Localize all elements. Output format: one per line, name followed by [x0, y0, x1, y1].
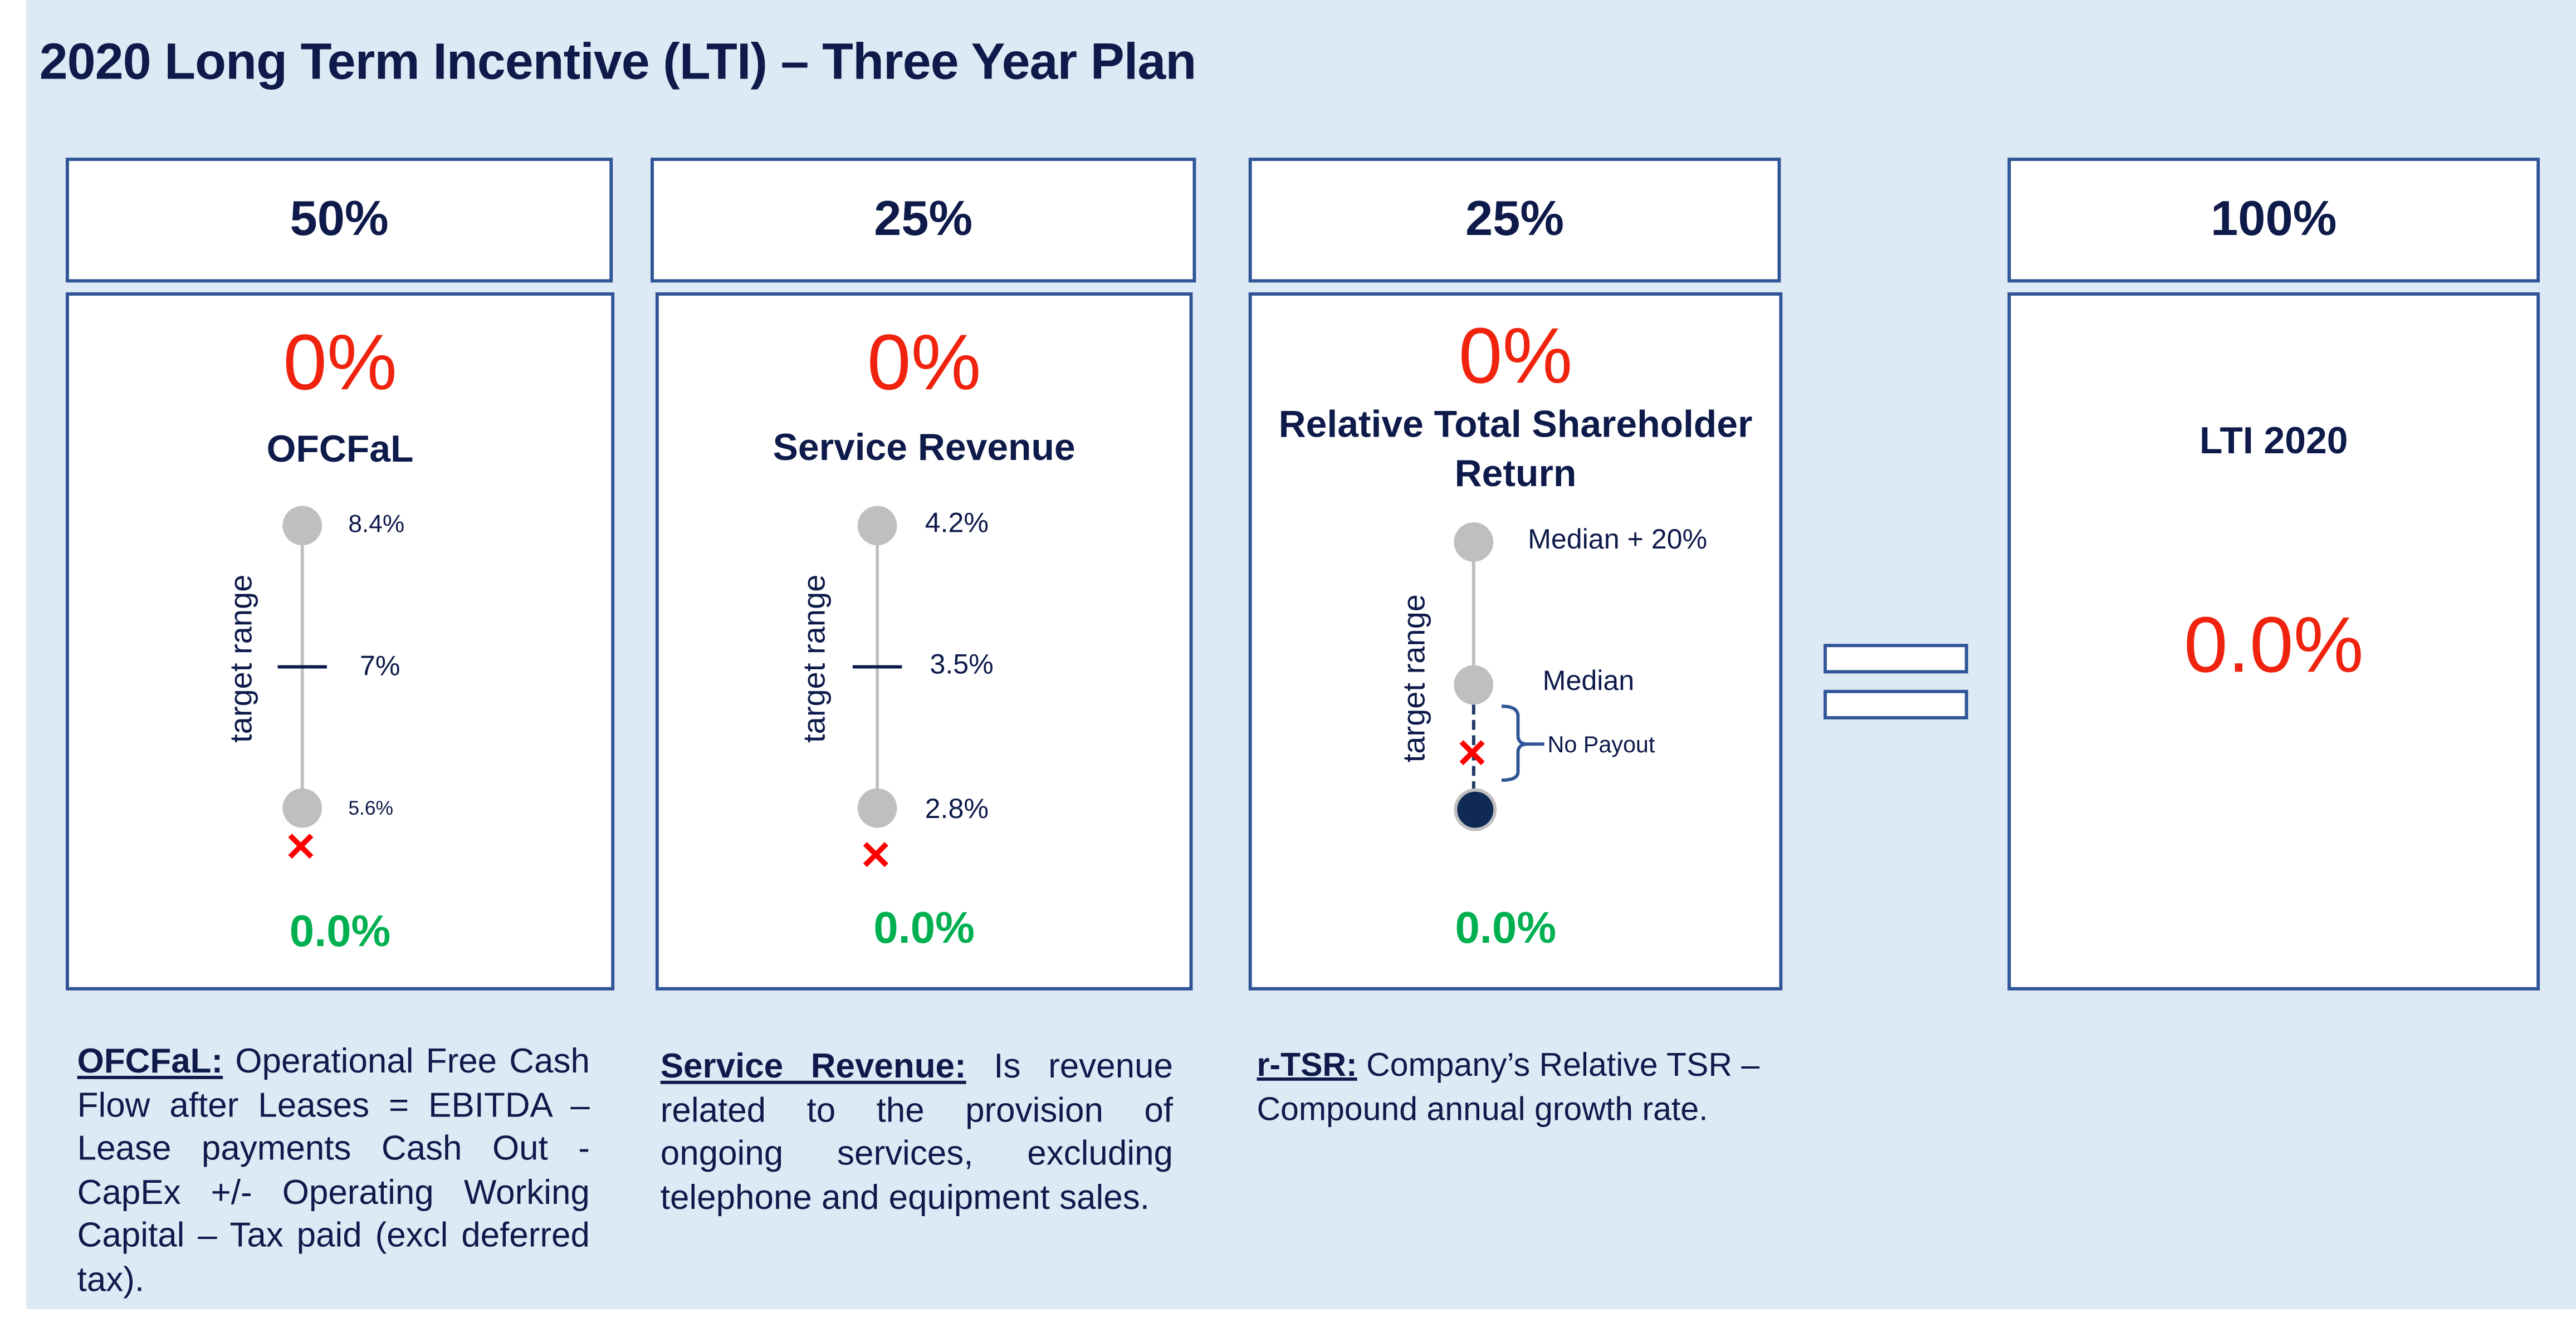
metric-label: OFCFaL: [266, 427, 414, 470]
definition-text: Operational Free Cash Flow after Leases …: [77, 1042, 590, 1299]
min-value: 5.6%: [348, 796, 394, 820]
achievement-value: 0%: [283, 320, 397, 408]
max-value: Median + 20%: [1528, 523, 1708, 555]
brace-icon: [1501, 704, 1544, 782]
achievement-value: 0%: [867, 320, 981, 408]
min-dot: [282, 788, 322, 828]
max-dot: [857, 506, 897, 546]
definition-term: Service Revenue:: [660, 1047, 966, 1086]
metric-card-rtsr: 0% Relative Total Shareholder Return tar…: [1248, 292, 1783, 991]
min-dot: [857, 788, 897, 828]
range-line: [1472, 542, 1475, 684]
equals-icon-top-bar: [1824, 644, 1968, 674]
total-card: LTI 2020 0.0%: [2007, 292, 2540, 991]
target-value: 7%: [359, 650, 400, 682]
metric-label: Relative Total Shareholder Return: [1278, 402, 1753, 494]
min-value: 2.8%: [925, 793, 989, 825]
payout-value: 0.0%: [873, 903, 975, 953]
axis-label: target range: [225, 574, 260, 743]
total-label: LTI 2020: [2199, 419, 2348, 462]
definition-text: Is revenue related to the provision of o…: [660, 1047, 1174, 1217]
max-dot: [1454, 522, 1494, 562]
weight-box-ofcfal: 50%: [65, 158, 613, 283]
page-title: 2020 Long Term Incentive (LTI) – Three Y…: [39, 32, 1196, 91]
axis-label: target range: [1398, 594, 1433, 763]
max-dot: [282, 506, 322, 546]
axis-label: target range: [798, 574, 833, 743]
max-value: 8.4%: [348, 511, 405, 539]
definition-service-revenue: Service Revenue: Is revenue related to t…: [661, 1046, 1173, 1221]
median-value: Median: [1542, 665, 1635, 697]
definition-ofcfal: OFCFaL: Operational Free Cash Flow after…: [77, 1041, 590, 1302]
definition-rtsr: r-TSR: Company’s Relative TSR – Compound…: [1257, 1045, 1782, 1132]
no-payout-line: [1472, 704, 1475, 807]
definition-term: r-TSR:: [1257, 1047, 1357, 1084]
payout-value: 0.0%: [1455, 903, 1557, 953]
red-x-icon: ✕: [1455, 732, 1489, 777]
weight-box-rtsr: 25%: [1248, 158, 1781, 283]
definition-text: Company’s Relative TSR – Compound annual…: [1257, 1047, 1760, 1128]
weight-box-service-revenue: 25%: [651, 158, 1196, 283]
median-dot: [1454, 665, 1494, 705]
red-x-icon: ✕: [284, 826, 317, 871]
metric-label: Service Revenue: [773, 425, 1076, 468]
target-value: 3.5%: [930, 649, 994, 680]
equals-icon-bottom-bar: [1824, 689, 1968, 719]
metric-card-service-revenue: 0% Service Revenue target range 4.2% 3.5…: [655, 292, 1193, 991]
achievement-value: 0%: [1458, 314, 1573, 401]
red-x-icon: ✕: [859, 834, 892, 879]
target-tick: [852, 665, 902, 669]
no-payout-label: No Payout: [1547, 731, 1655, 757]
metric-card-ofcfal: 0% OFCFaL target range 8.4% 7% 5.6% ✕ 0.…: [65, 292, 615, 991]
definition-term: OFCFaL:: [77, 1042, 223, 1081]
minimum-dot: [1454, 788, 1497, 831]
target-tick: [277, 665, 327, 669]
max-value: 4.2%: [925, 507, 989, 539]
payout-value: 0.0%: [289, 907, 391, 956]
total-value: 0.0%: [2183, 603, 2364, 690]
weight-box-total: 100%: [2007, 158, 2540, 283]
